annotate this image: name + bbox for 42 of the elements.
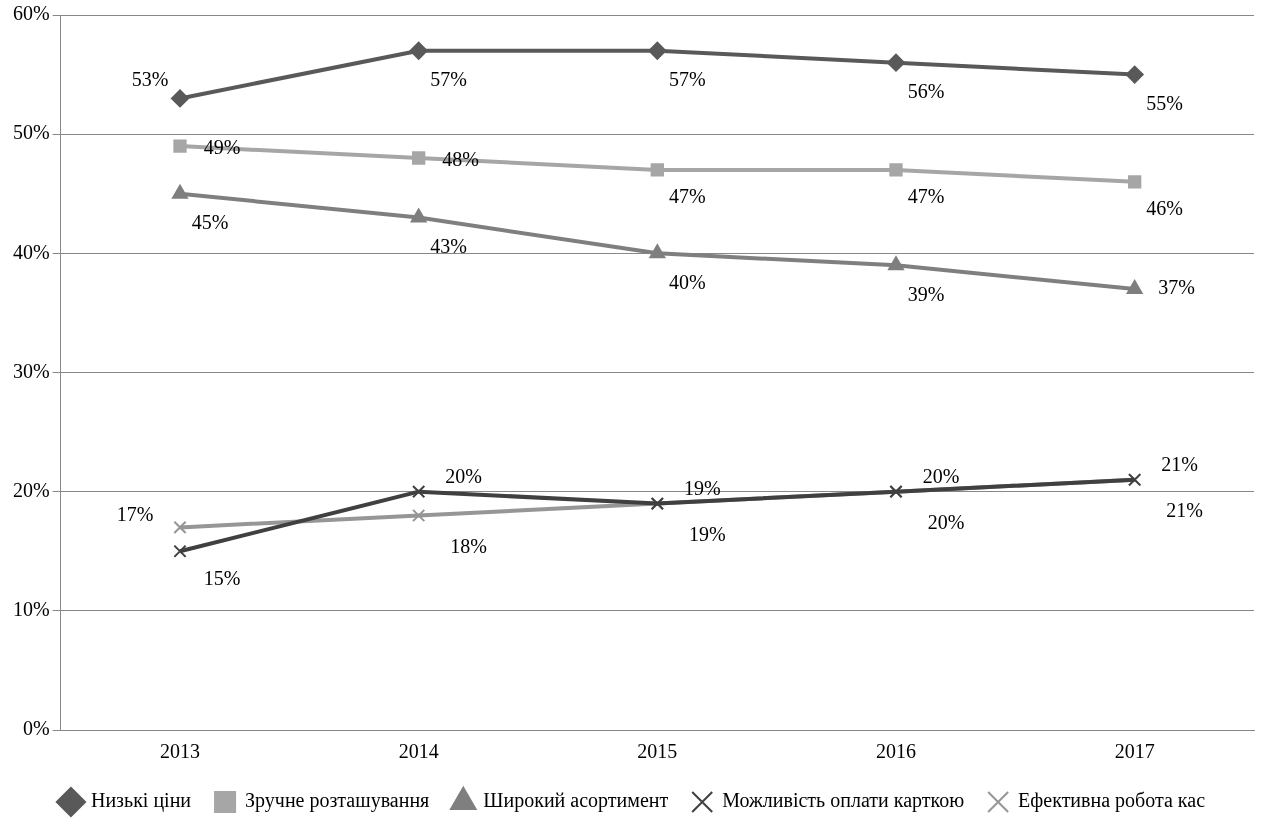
x-tick-label: 2016: [876, 740, 916, 763]
data-label: 20%: [927, 510, 965, 533]
data-label: 45%: [191, 211, 229, 233]
y-tick-label: 50%: [12, 121, 50, 144]
data-label: 55%: [1146, 91, 1183, 114]
data-label: 19%: [688, 522, 726, 545]
y-tick-label: 0%: [22, 717, 50, 740]
x-tick-label: 2014: [398, 740, 439, 763]
data-label: 56%: [907, 79, 945, 102]
y-tick-label: 30%: [12, 359, 50, 382]
data-label: 21%: [1161, 453, 1198, 475]
legend-label: Широкий асортимент: [483, 789, 669, 813]
y-tick-label: 10%: [12, 598, 50, 621]
x-tick-label: 2017: [1114, 740, 1155, 763]
legend-label: Ефективна робота кас: [1018, 789, 1206, 813]
data-label: 19%: [683, 476, 721, 499]
data-label: 20%: [445, 464, 482, 487]
data-label: 57%: [668, 68, 706, 90]
data-label: 57%: [430, 68, 467, 90]
data-label: 39%: [907, 282, 945, 305]
data-label: 15%: [203, 566, 241, 589]
y-tick-label: 60%: [12, 2, 50, 25]
data-label: 17%: [116, 502, 154, 525]
x-tick-label: 2015: [637, 740, 678, 763]
data-label: 46%: [1146, 197, 1183, 220]
data-label: 48%: [442, 148, 479, 171]
data-label: 37%: [1158, 276, 1195, 299]
data-label: 20%: [922, 464, 960, 487]
data-label: 47%: [668, 185, 706, 208]
y-tick-label: 40%: [12, 240, 50, 263]
legend-label: Можливість оплати карткою: [722, 789, 965, 813]
data-label: 21%: [1166, 499, 1203, 521]
legend-label: Низькі ціни: [90, 789, 192, 813]
legend-label: Зручне розташування: [245, 789, 430, 813]
data-label: 53%: [131, 67, 169, 90]
data-label: 49%: [203, 136, 241, 159]
data-label: 18%: [450, 534, 487, 557]
data-label: 40%: [668, 270, 706, 293]
y-tick-label: 20%: [12, 478, 50, 501]
data-label: 47%: [907, 185, 945, 208]
x-tick-label: 2013: [159, 740, 200, 763]
data-label: 43%: [430, 234, 467, 257]
